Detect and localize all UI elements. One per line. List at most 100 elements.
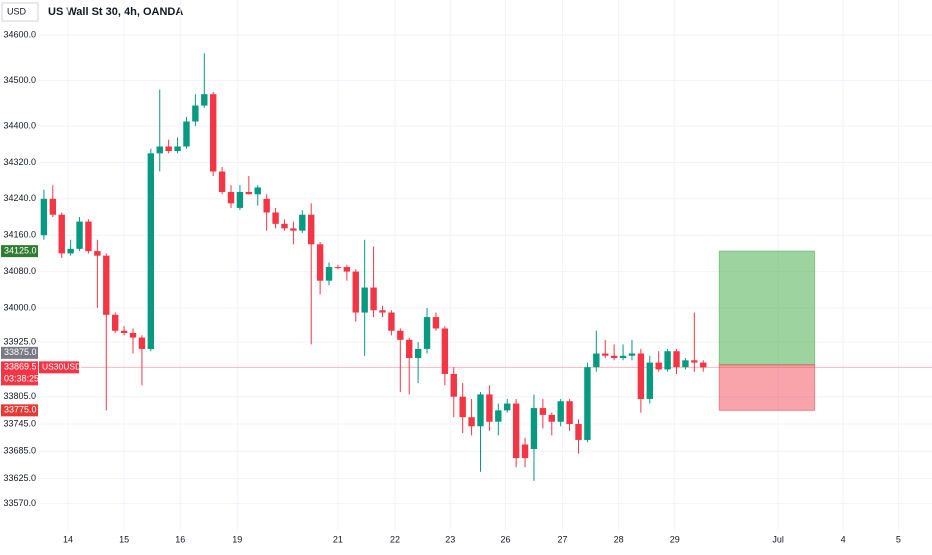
candle-body (441, 328, 449, 374)
candle-body (129, 333, 137, 338)
candle-body (76, 221, 83, 249)
x-tick-label: 19 (232, 534, 242, 544)
candle-body (201, 94, 208, 106)
candle-body (94, 251, 101, 256)
symbol-tag (39, 361, 79, 374)
price-tag-label: 33869.5 (4, 362, 37, 372)
candle-body (165, 146, 172, 152)
candle-body (628, 353, 636, 356)
candle-body (174, 146, 181, 152)
candle-body (682, 360, 689, 368)
candle-body (646, 362, 653, 399)
x-tick-label: 21 (333, 534, 343, 544)
candle-body (512, 403, 520, 459)
candle-body (218, 171, 226, 192)
price-tag-label: 33775.0 (4, 405, 37, 415)
candle-body (432, 317, 440, 329)
candle-body (486, 394, 493, 422)
x-tick-label: 23 (445, 534, 455, 544)
candle-body (637, 353, 645, 399)
x-tick-label: 5 (896, 534, 901, 544)
price-tag-label: 34125.0 (4, 245, 37, 255)
candle-body (397, 330, 404, 340)
chart-title: US Wall St 30, 4h, OANDA (48, 6, 183, 18)
y-tick-label: 33570.0 (3, 498, 36, 508)
candle-body (352, 271, 359, 313)
currency-box[interactable] (1, 2, 39, 22)
candle-body (183, 121, 190, 147)
candle-body (406, 339, 413, 359)
candle-body (423, 317, 431, 349)
candle-body (673, 351, 680, 368)
candle-body (584, 367, 591, 440)
candle-body (548, 414, 555, 422)
candle-body (388, 312, 395, 331)
candle-body (655, 362, 662, 370)
x-tick-label: 4 (841, 534, 846, 544)
candle-body (290, 228, 297, 231)
candle-body (566, 401, 573, 424)
candle-body (414, 348, 422, 359)
candle-body (495, 410, 502, 422)
candle-body (343, 267, 351, 272)
candle-body (299, 214, 306, 231)
price-tag (1, 245, 38, 258)
candle-body (120, 330, 128, 334)
x-tick-label: 28 (614, 534, 624, 544)
price-tag (1, 404, 38, 417)
countdown: 03:38:25 (4, 374, 39, 384)
loss-zone (718, 364, 816, 411)
x-tick-label: 14 (63, 534, 73, 544)
candle-body (40, 198, 48, 236)
candle-body (530, 408, 538, 450)
candle-body (557, 401, 564, 422)
candle-body (379, 310, 386, 313)
candle-body (664, 351, 671, 370)
candle-body (619, 355, 627, 359)
candle-body (450, 373, 457, 397)
x-tick-label: 29 (670, 534, 680, 544)
candle-body (316, 244, 324, 281)
y-tick-label: 34000.0 (3, 302, 36, 312)
candle-body (610, 355, 618, 359)
price-tag (1, 361, 38, 386)
candle-body (370, 287, 377, 311)
x-tick-label: 15 (119, 534, 129, 544)
candle-body (58, 214, 65, 254)
candle-body (325, 267, 333, 281)
candle-body (334, 267, 342, 269)
price-tag-label: 33875.0 (4, 347, 37, 357)
candle-body (691, 360, 698, 363)
candle-body (156, 146, 163, 154)
currency: USD (7, 6, 27, 16)
y-tick-label: 33805.0 (3, 391, 36, 401)
y-tick-label: 34600.0 (3, 29, 36, 39)
candle-body (468, 417, 475, 427)
symbol-label: US30USD (42, 362, 81, 372)
candle-body (700, 362, 707, 368)
candle-body (521, 444, 529, 459)
y-tick-label: 33925.0 (3, 336, 36, 346)
candle-body (308, 214, 315, 245)
candle-body (111, 314, 119, 331)
candle-body (85, 221, 92, 252)
y-tick-label: 34240.0 (3, 193, 36, 203)
candle-body (272, 212, 279, 224)
x-tick-label: 26 (500, 534, 510, 544)
candle-body (602, 353, 609, 356)
candle-body (263, 198, 270, 213)
y-tick-label: 34080.0 (3, 266, 36, 276)
x-tick-label: Jul (772, 534, 784, 544)
candle-body (361, 287, 368, 313)
candle-body (593, 353, 600, 368)
candle-body (575, 424, 582, 440)
candle-body (281, 223, 288, 229)
profit-zone (718, 250, 816, 366)
y-tick-label: 33685.0 (3, 446, 36, 456)
y-tick-label: 33745.0 (3, 418, 36, 428)
candle-body (459, 396, 466, 418)
x-tick-label: 27 (557, 534, 567, 544)
y-tick-label: 34500.0 (3, 75, 36, 85)
candle-body (67, 248, 74, 254)
